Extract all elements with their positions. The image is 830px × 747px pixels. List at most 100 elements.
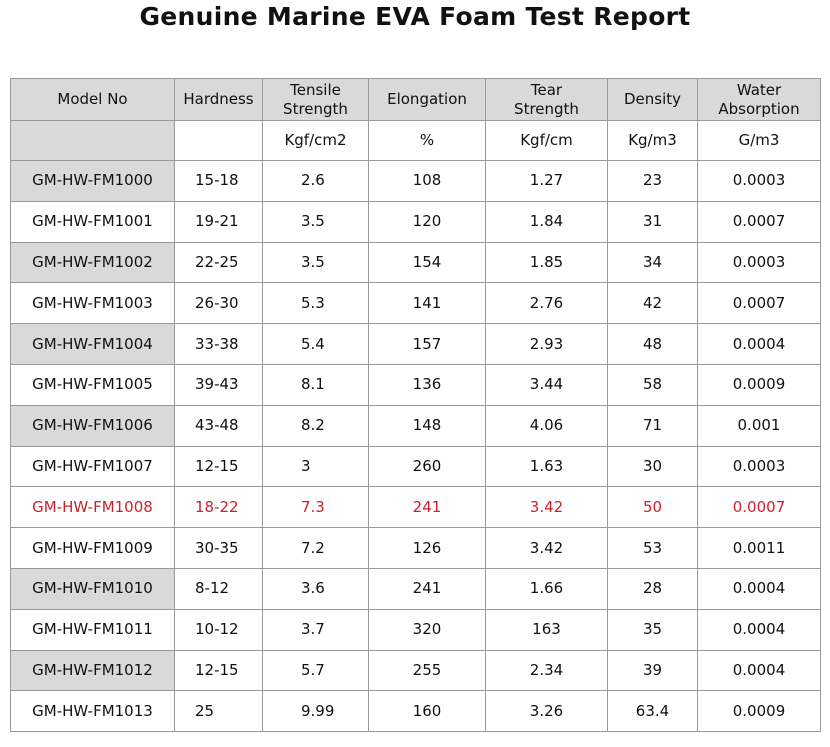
value-cell: 39-43	[174, 363, 263, 406]
value-cell: 25	[174, 690, 263, 733]
value-cell: 4.06	[485, 404, 608, 447]
table-row: GM-HW-FM1013 25 9.99 160 3.26 63.4 0.0009	[10, 690, 821, 733]
value-cell: 48	[607, 323, 698, 365]
value-cell: 141	[368, 282, 486, 325]
value-cell: 154	[368, 241, 486, 284]
table-row: GM-HW-FM1000 15-18 2.6 108 1.27 23 0.0003	[10, 160, 821, 202]
value-cell: 26-30	[174, 282, 263, 325]
value-cell: 0.0007	[697, 282, 821, 325]
value-cell: 163	[485, 608, 608, 651]
value-cell: 0.0004	[697, 649, 821, 692]
value-cell: 18-22	[174, 486, 263, 529]
value-cell: 71	[607, 404, 698, 447]
value-cell: 15-18	[174, 160, 263, 202]
value-cell: 63.4	[607, 690, 698, 733]
model-cell: GM-HW-FM1010	[10, 567, 175, 610]
value-cell: 7.2	[262, 527, 369, 569]
value-cell: 0.0004	[697, 323, 821, 365]
unit-header: Kg/m3	[607, 120, 698, 161]
value-cell: 3.5	[262, 241, 369, 284]
value-cell: 19-21	[174, 200, 263, 243]
value-cell: 0.0011	[697, 527, 821, 569]
report-table: Model No Hardness Tensile Strength Elongati…	[10, 78, 821, 733]
value-cell: 0.0003	[697, 445, 821, 488]
value-cell: 1.66	[485, 567, 608, 610]
value-cell: 1.85	[485, 241, 608, 284]
column-header: Density	[607, 78, 698, 121]
value-cell: 33-38	[174, 323, 263, 365]
value-cell: 2.6	[262, 160, 369, 202]
value-cell: 23	[607, 160, 698, 202]
value-cell: 120	[368, 200, 486, 243]
value-cell: 22-25	[174, 241, 263, 284]
value-cell: 3.6	[262, 567, 369, 610]
value-cell: 31	[607, 200, 698, 243]
value-cell: 9.99	[262, 690, 369, 733]
value-cell: 8.2	[262, 404, 369, 447]
column-header: Hardness	[174, 78, 263, 121]
value-cell: 0.001	[697, 404, 821, 447]
value-cell: 8.1	[262, 363, 369, 406]
value-cell: 7.3	[262, 486, 369, 529]
model-cell: GM-HW-FM1002	[10, 241, 175, 284]
value-cell: 3.42	[485, 527, 608, 569]
value-cell: 28	[607, 567, 698, 610]
value-cell: 3	[262, 445, 369, 488]
unit-header	[174, 120, 263, 161]
value-cell: 241	[368, 567, 486, 610]
table-row: GM-HW-FM1009 30-35 7.2 126 3.42 53 0.0011	[10, 527, 821, 569]
value-cell: 10-12	[174, 608, 263, 651]
column-header: Elongation	[368, 78, 486, 121]
value-cell: 12-15	[174, 649, 263, 692]
table-row: GM-HW-FM1001 19-21 3.5 120 1.84 31 0.0007	[10, 200, 821, 243]
model-cell: GM-HW-FM1009	[10, 527, 175, 569]
value-cell: 0.0009	[697, 690, 821, 733]
table-row: GM-HW-FM1010 8-12 3.6 241 1.66 28 0.0004	[10, 567, 821, 610]
column-header: Tear Strength	[485, 78, 608, 121]
value-cell: 126	[368, 527, 486, 569]
table-row: GM-HW-FM1004 33-38 5.4 157 2.93 48 0.0004	[10, 323, 821, 365]
value-cell: 255	[368, 649, 486, 692]
table-row: GM-HW-FM1012 12-15 5.7 255 2.34 39 0.0004	[10, 649, 821, 692]
column-header: Water Absorption	[697, 78, 821, 121]
unit-header: %	[368, 120, 486, 161]
unit-header: Kgf/cm	[485, 120, 608, 161]
model-cell: GM-HW-FM1013	[10, 690, 175, 733]
value-cell: 0.0007	[697, 486, 821, 529]
table-row: GM-HW-FM1007 12-15 3 260 1.63 30 0.0003	[10, 445, 821, 488]
table-row: GM-HW-FM1003 26-30 5.3 141 2.76 42 0.0007	[10, 282, 821, 325]
value-cell: 3.7	[262, 608, 369, 651]
table-row: GM-HW-FM1008 18-22 7.3 241 3.42 50 0.0007	[10, 486, 821, 529]
value-cell: 39	[607, 649, 698, 692]
value-cell: 108	[368, 160, 486, 202]
value-cell: 5.3	[262, 282, 369, 325]
unit-header: G/m3	[697, 120, 821, 161]
value-cell: 157	[368, 323, 486, 365]
value-cell: 241	[368, 486, 486, 529]
value-cell: 12-15	[174, 445, 263, 488]
value-cell: 1.27	[485, 160, 608, 202]
value-cell: 3.44	[485, 363, 608, 406]
model-cell: GM-HW-FM1001	[10, 200, 175, 243]
value-cell: 260	[368, 445, 486, 488]
table-row: GM-HW-FM1002 22-25 3.5 154 1.85 34 0.0003	[10, 241, 821, 284]
table-head: Model No Hardness Tensile Strength Elongati…	[10, 78, 821, 161]
value-cell: 3.5	[262, 200, 369, 243]
value-cell: 50	[607, 486, 698, 529]
model-cell: GM-HW-FM1005	[10, 363, 175, 406]
value-cell: 0.0004	[697, 567, 821, 610]
value-cell: 0.0009	[697, 363, 821, 406]
value-cell: 30	[607, 445, 698, 488]
value-cell: 30-35	[174, 527, 263, 569]
title: Genuine Marine EVA Foam Test Report	[139, 2, 691, 31]
model-cell: GM-HW-FM1006	[10, 404, 175, 447]
value-cell: 148	[368, 404, 486, 447]
value-cell: 136	[368, 363, 486, 406]
value-cell: 53	[607, 527, 698, 569]
table-row: GM-HW-FM1005 39-43 8.1 136 3.44 58 0.0009	[10, 363, 821, 406]
value-cell: 34	[607, 241, 698, 284]
table-row: GM-HW-FM1011 10-12 3.7 320 163 35 0.0004	[10, 608, 821, 651]
value-cell: 5.4	[262, 323, 369, 365]
column-header: Tensile Strength	[262, 78, 369, 121]
unit-header	[10, 120, 175, 161]
